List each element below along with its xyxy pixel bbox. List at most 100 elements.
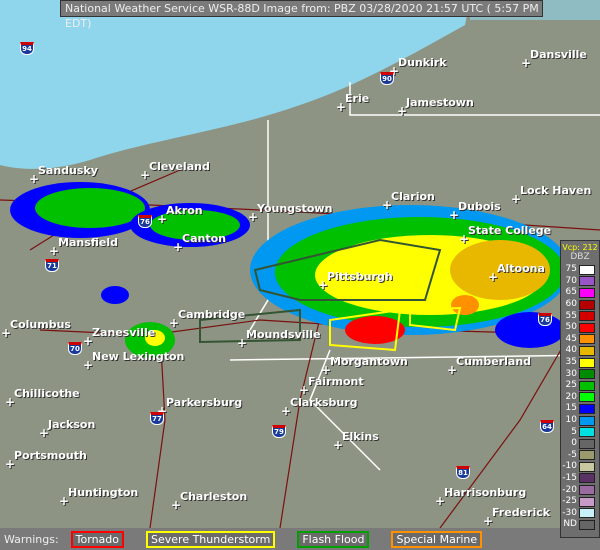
city-label: Akron (157, 204, 203, 226)
legend-entry: 25 (561, 380, 599, 392)
city-label: State College (459, 224, 551, 246)
legend-swatch (579, 403, 595, 414)
interstate-shield: 76 (138, 215, 152, 228)
special-marine-warning-button[interactable]: Special Marine (391, 530, 483, 548)
legend-swatch (579, 415, 595, 426)
legend-swatch (579, 473, 595, 484)
city-label: Youngstown (248, 202, 332, 224)
city-label: Mansfield (49, 236, 118, 258)
city-label: Harrisonburg (435, 486, 526, 508)
unit-label: DBZ (570, 252, 590, 262)
city-label: Clarksburg (281, 396, 358, 418)
interstate-shield: 77 (150, 412, 164, 425)
legend-entry: 30 (561, 368, 599, 380)
legend-swatch (579, 438, 595, 449)
legend-value: ND (563, 519, 577, 530)
city-label: Dunkirk (389, 56, 447, 78)
legend-value: 10 (565, 415, 577, 426)
legend-value: 65 (565, 287, 577, 298)
legend-entry: 70 (561, 276, 599, 288)
legend-value: -5 (568, 449, 577, 460)
city-label: New Lexington (83, 350, 184, 372)
city-label: Dubois (449, 200, 501, 222)
city-label: Frederick (483, 506, 550, 528)
city-label: Jackson (39, 418, 95, 440)
city-label: Jamestown (397, 96, 474, 118)
legend-swatch (579, 392, 595, 403)
city-label: Sandusky (29, 164, 98, 186)
legend-entry: 75 (561, 264, 599, 276)
city-label: Erie (336, 92, 369, 114)
legend-value: -15 (562, 472, 577, 483)
legend-swatch (579, 380, 595, 391)
legend-entry: 45 (561, 334, 599, 346)
city-label: Canton (173, 232, 226, 254)
legend-entry: 65 (561, 287, 599, 299)
legend-entry: 0 (561, 438, 599, 450)
legend-rows: 75 70 65 60 55 50 45 40 35 30 25 20 15 10 5 0 -5 -10 -15 -2… (561, 264, 599, 531)
legend-entry: -15 (561, 473, 599, 485)
legend-swatch (579, 287, 595, 298)
legend-value: 35 (565, 357, 577, 368)
legend-entry: 5 (561, 426, 599, 438)
legend-swatch (579, 334, 595, 345)
legend-swatch (579, 322, 595, 333)
legend-swatch (579, 519, 595, 530)
legend-value: -20 (562, 484, 577, 495)
legend-entry: -25 (561, 496, 599, 508)
flash-flood-warning-button[interactable]: Flash Flood (297, 530, 370, 548)
interstate-shield: 71 (45, 259, 59, 272)
city-label: Cleveland (140, 160, 210, 182)
severe-thunderstorm-polygon (329, 308, 402, 352)
legend-value: 25 (565, 380, 577, 391)
city-label: Huntington (59, 486, 138, 508)
legend-swatch (579, 461, 595, 472)
interstate-shield: 76 (538, 313, 552, 326)
city-label: Altoona (488, 262, 545, 284)
legend-value: -30 (562, 507, 577, 518)
legend-entry: 55 (561, 310, 599, 322)
legend-swatch (579, 508, 595, 519)
legend-swatch (579, 357, 595, 368)
vcp-label: Vcp: 212 (562, 243, 598, 252)
legend-swatch (579, 485, 595, 496)
lake-erie-fill (0, 0, 470, 169)
warnings-bar: Warnings: Tornado Severe Thunderstorm Fl… (0, 528, 600, 550)
flash-flood-polygon (253, 238, 442, 301)
city-label: Morgantown (321, 355, 408, 377)
radar-echoes (10, 182, 570, 358)
severe-thunderstorm-polygon (409, 306, 462, 332)
legend-value: 75 (565, 264, 577, 275)
severe-thunderstorm-warning-button[interactable]: Severe Thunderstorm (146, 530, 276, 548)
city-label: Parkersburg (157, 396, 242, 418)
legend-value: 45 (565, 333, 577, 344)
dbz-legend: Vcp: 212 DBZ 75 70 65 60 55 50 45 40 35 30 25 20 15 1… (560, 240, 600, 538)
legend-entry: 35 (561, 357, 599, 369)
interstate-shield: 64 (540, 420, 554, 433)
city-label: Portsmouth (5, 449, 87, 471)
image-title: National Weather Service WSR-88D Image f… (60, 0, 543, 30)
legend-entry: 10 (561, 415, 599, 427)
legend-swatch (579, 311, 595, 322)
tornado-warning-button[interactable]: Tornado (70, 530, 125, 548)
legend-entry: 50 (561, 322, 599, 334)
city-label: Pittsburgh (318, 270, 393, 292)
legend-value: 55 (565, 310, 577, 321)
legend-value: -10 (562, 461, 577, 472)
legend-swatch (579, 427, 595, 438)
legend-entry: 20 (561, 392, 599, 404)
legend-value: 60 (565, 299, 577, 310)
legend-value: -25 (562, 496, 577, 507)
legend-value: 15 (565, 403, 577, 414)
legend-swatch (579, 345, 595, 356)
city-label: Chillicothe (5, 387, 80, 409)
city-label: Charleston (171, 490, 247, 512)
legend-swatch (579, 264, 595, 275)
legend-entry: -30 (561, 507, 599, 519)
city-label: Dansville (521, 48, 587, 70)
city-label: Cambridge (169, 308, 245, 330)
warnings-label: Warnings: (4, 532, 59, 546)
legend-value: 20 (565, 391, 577, 402)
legend-entry: -20 (561, 484, 599, 496)
legend-value: 50 (565, 322, 577, 333)
